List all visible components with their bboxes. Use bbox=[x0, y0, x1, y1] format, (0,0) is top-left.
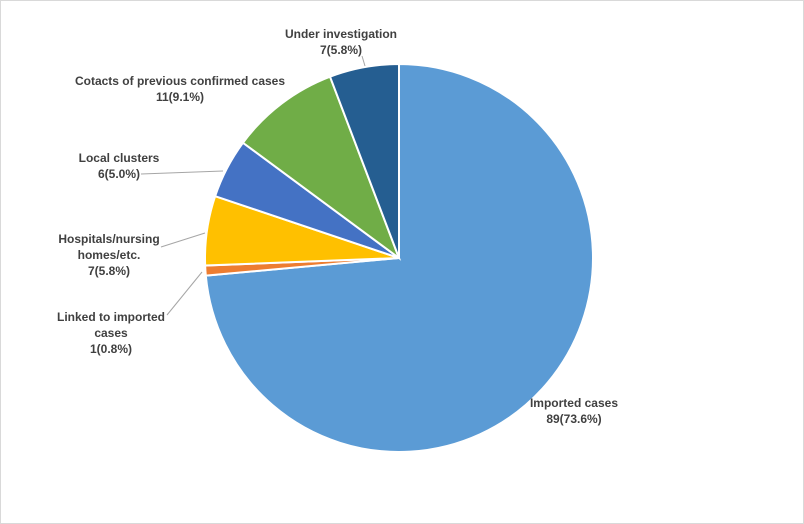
data-labels: Imported cases 89(73.6%) Linked to importe… bbox=[57, 27, 618, 426]
data-label-category: Cotacts of previous confirmed cases bbox=[75, 74, 285, 88]
data-label-hospitals-nursing-homes-etc: Hospitals/nursing homes/etc. 7(5.8%) bbox=[58, 232, 159, 278]
data-label-category: homes/etc. bbox=[78, 248, 141, 262]
data-label-value: 11(9.1%) bbox=[156, 90, 204, 104]
data-label-cotacts-of-previous-confirmed-cases: Cotacts of previous confirmed cases 11(9.… bbox=[75, 74, 285, 104]
leader-line-under-investigation bbox=[361, 55, 366, 67]
leader-line-local-clusters bbox=[140, 170, 224, 175]
data-label-value: 7(5.8%) bbox=[88, 264, 130, 278]
data-label-linked-to-imported-cases: Linked to imported cases 1(0.8%) bbox=[57, 310, 165, 356]
data-label-category: cases bbox=[94, 326, 128, 340]
data-label-category: Imported cases bbox=[530, 396, 618, 410]
data-label-under-investigation: Under investigation 7(5.8%) bbox=[285, 27, 397, 57]
data-label-category: Local clusters bbox=[79, 151, 160, 165]
data-label-imported-cases: Imported cases 89(73.6%) bbox=[530, 396, 618, 426]
data-label-category: Linked to imported bbox=[57, 310, 165, 324]
data-label-category: Hospitals/nursing bbox=[58, 232, 159, 246]
data-label-value: 1(0.8%) bbox=[90, 342, 132, 356]
data-label-value: 6(5.0%) bbox=[98, 167, 140, 181]
slice-under-investigation bbox=[328, 62, 400, 259]
data-label-value: 89(73.6%) bbox=[546, 412, 601, 426]
data-label-value: 7(5.8%) bbox=[320, 43, 362, 57]
data-label-local-clusters: Local clusters 6(5.0%) bbox=[79, 151, 160, 181]
leader-line-linked-to-imported-cases bbox=[166, 271, 203, 316]
data-label-category: Under investigation bbox=[285, 27, 397, 41]
slice-cotacts-of-previous-confirmed-cases bbox=[241, 75, 402, 261]
pie-slices bbox=[204, 62, 594, 453]
label-leader-lines bbox=[140, 55, 366, 316]
leader-line-hospitals-nursing-homes-etc bbox=[160, 232, 206, 248]
